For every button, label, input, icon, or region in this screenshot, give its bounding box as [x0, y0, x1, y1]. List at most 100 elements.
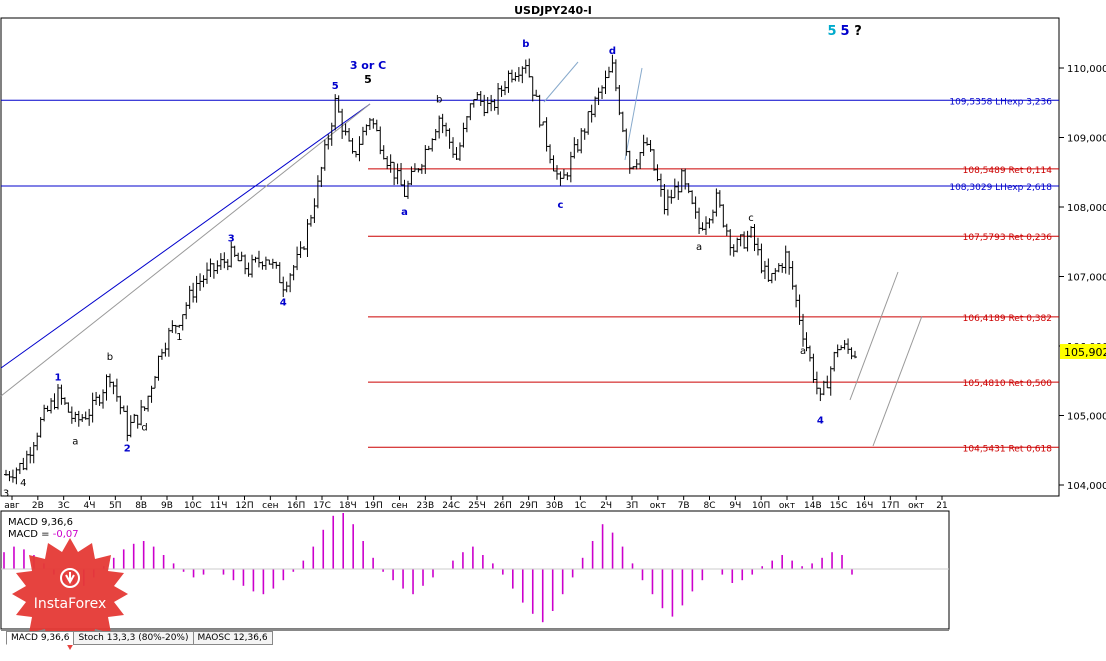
level-label: 105,4810 Ret 0,500: [963, 379, 1053, 389]
price-tick-label: 109,000: [1067, 134, 1106, 145]
price-tick: 107,000: [1059, 273, 1106, 284]
price-tick: 104,000: [1059, 481, 1106, 492]
time-tick: 11Ч: [210, 496, 228, 511]
time-tick-label: 12П: [235, 501, 253, 511]
macd-value: -0,07: [53, 529, 79, 540]
time-tick-label: 21: [936, 501, 947, 511]
level-line: 104,5431 Ret 0,618: [368, 444, 1059, 454]
current-price-marker: [1060, 344, 1106, 359]
wave-label: 4: [20, 478, 26, 489]
wave-top-label-5-blue: 5: [840, 24, 849, 39]
price-bar: [853, 350, 857, 359]
level-label: 106,4189 Ret 0,382: [963, 314, 1052, 324]
price-tick-label: 110,000: [1067, 64, 1106, 75]
time-tick-label: 16П: [287, 501, 305, 511]
level-line: 109,5358 LHexp 3,236: [1, 97, 1059, 107]
time-tick: 25Ч: [468, 496, 486, 511]
time-tick: окт: [908, 496, 924, 511]
wave-label: d: [609, 46, 616, 57]
level-line: 105,4810 Ret 0,500: [368, 379, 1059, 389]
level-label: 109,5358 LHexp 3,236: [949, 97, 1052, 107]
time-tick: 3П: [626, 496, 639, 511]
wave-label: a: [696, 242, 702, 253]
price-tick-label: 104,000: [1067, 481, 1106, 492]
time-tick: авг: [4, 496, 20, 511]
time-tick: 10П: [752, 496, 770, 511]
time-tick: 1С: [574, 496, 586, 511]
wave-label: 4: [280, 297, 287, 308]
time-tick: 9Ч: [729, 496, 741, 511]
instaforex-logo: InstaForex: [12, 538, 128, 650]
wave-label: a: [401, 207, 408, 218]
level-label: 108,3029 LHexp 2,618: [949, 183, 1052, 193]
time-axis: авг 2В 3С 4Ч 5П 8В 9В 10С 11Ч 12П сен 16П 17С 18Ч 19П с…: [4, 496, 948, 511]
wave-top-label-question: ?: [854, 24, 862, 39]
wave-label: b: [107, 352, 113, 363]
time-tick-label: 10С: [184, 501, 202, 511]
level-line: 107,5793 Ret 0,236: [368, 233, 1059, 243]
logo-text: InstaForex: [34, 596, 107, 612]
time-tick-label: 3С: [58, 501, 70, 511]
time-tick-label: 5П: [109, 501, 122, 511]
time-tick-label: 2Ч: [600, 501, 612, 511]
macd-title: MACD 9,36,6: [8, 517, 73, 528]
wave-label: b: [522, 39, 529, 50]
wave-top-label-5: 5: [364, 73, 372, 86]
wave-top-label-3orC: 3 or C: [350, 59, 386, 72]
time-tick: 8С: [703, 496, 716, 511]
time-tick-label: 2В: [32, 501, 44, 511]
wave-link: [624, 67, 643, 161]
time-tick: 5П: [109, 496, 122, 511]
price-tick: 110,000: [1059, 64, 1106, 75]
time-tick-label: 3П: [626, 501, 639, 511]
time-tick: окт: [650, 496, 666, 511]
wave-label: 1: [54, 373, 61, 384]
time-tick-label: авг: [4, 501, 20, 511]
time-tick-label: 30В: [546, 501, 564, 511]
time-tick-label: 16Ч: [856, 501, 874, 511]
time-tick-label: 11Ч: [210, 501, 228, 511]
level-line: 106,4189 Ret 0,382: [368, 314, 1059, 324]
time-tick: 24С: [442, 496, 460, 511]
time-tick-label: 25Ч: [468, 501, 486, 511]
time-tick: 8В: [135, 496, 147, 511]
time-tick: 7В: [678, 496, 690, 511]
trend-line-gray: [0, 103, 371, 397]
time-tick-label: 29П: [520, 501, 538, 511]
time-tick: окт: [779, 496, 795, 511]
time-tick-label: 14В: [804, 501, 822, 511]
indicator-tabs: MACD 9,36,6 Stoch 13,3,3 (80%-20%) MAOSC…: [6, 631, 273, 645]
time-tick-label: 8С: [703, 501, 715, 511]
time-tick: 18Ч: [339, 496, 357, 511]
wave-label: c: [557, 200, 563, 211]
wave-label: 1: [176, 332, 182, 343]
time-tick: 14В: [804, 496, 822, 511]
channel-line-upper: [849, 271, 899, 401]
time-tick-label: 17П: [881, 501, 899, 511]
logo-emblem-icon: [60, 568, 80, 588]
time-tick: 23В: [417, 496, 434, 511]
wave-label: b: [436, 95, 442, 106]
time-tick-label: окт: [908, 501, 924, 511]
wave-label: a: [72, 436, 78, 447]
wave-label: 5: [332, 81, 339, 92]
time-tick-label: 9Ч: [729, 501, 741, 511]
time-tick: 4Ч: [84, 496, 95, 511]
trend-line-blue: [0, 103, 371, 369]
price-tick-label: 107,000: [1067, 273, 1106, 284]
time-tick-label: 8В: [135, 501, 147, 511]
time-tick-label: 1С: [574, 501, 586, 511]
level-lines: 109,5358 LHexp 3,236 108,3029 LHexp 2,618…: [1, 97, 1059, 454]
tab-macd[interactable]: MACD 9,36,6: [6, 631, 75, 645]
time-tick-label: окт: [650, 501, 666, 511]
tab-stoch[interactable]: Stoch 13,3,3 (80%-20%): [73, 631, 194, 645]
chart-title: USDJPY240-I: [514, 4, 592, 17]
wave-top-label-5-cyan: 5: [827, 24, 836, 39]
tab-maosc[interactable]: MAOSC 12,36,6: [192, 631, 273, 645]
macd-histogram: [3, 513, 853, 623]
time-tick: 2В: [32, 496, 44, 511]
time-tick: 30В: [546, 496, 564, 511]
time-tick-label: 15С: [830, 501, 848, 511]
price-tick: 109,000: [1059, 134, 1106, 145]
